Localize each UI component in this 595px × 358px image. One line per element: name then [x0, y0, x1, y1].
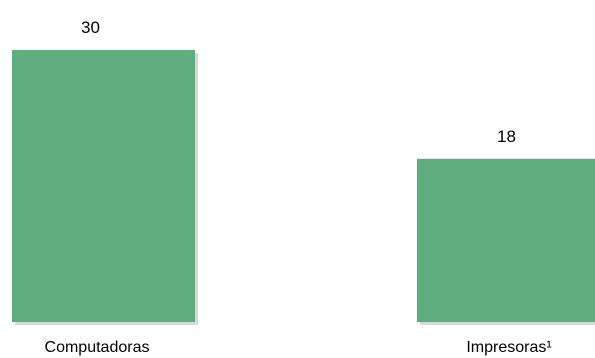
category-labels: Computadoras Impresoras¹	[45, 339, 552, 356]
category-label-1: Impresoras¹	[466, 339, 551, 356]
bar-computadoras	[12, 50, 195, 322]
bar-impresoras	[417, 158, 595, 322]
value-label-1: 18	[497, 127, 516, 146]
bars	[12, 50, 595, 322]
value-labels: 30 18	[81, 18, 516, 146]
value-label-0: 30	[81, 18, 100, 37]
category-label-0: Computadoras	[45, 339, 150, 356]
